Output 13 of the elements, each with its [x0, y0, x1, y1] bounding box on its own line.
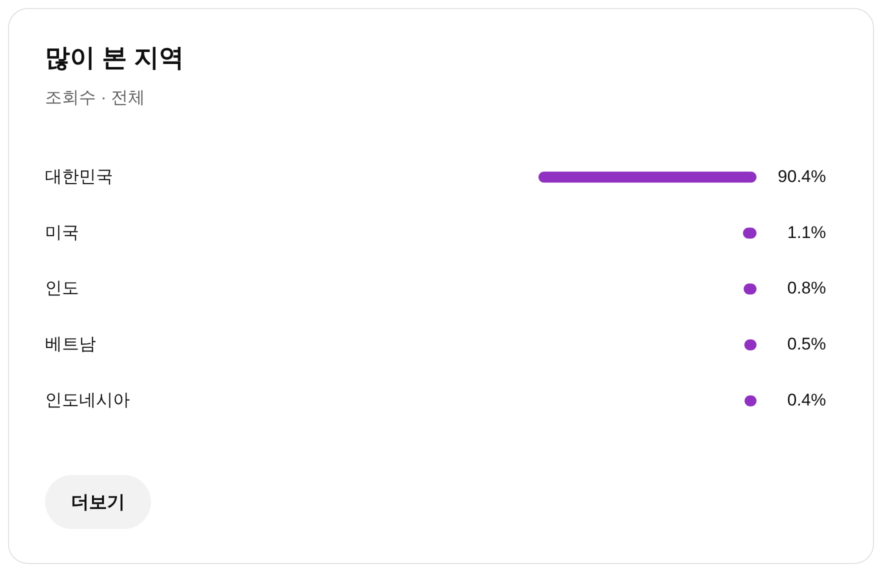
text: 조회수 · 전체: [45, 87, 146, 109]
data-label: 0.8%: [787, 278, 826, 298]
data-label: 0.4%: [787, 390, 826, 410]
data-label: 0.5%: [787, 334, 826, 354]
data-label: 1.1%: [787, 222, 826, 242]
data-label: 90.4%: [778, 166, 826, 186]
y-tick-label: 미국: [45, 222, 79, 242]
more-button[interactable]: 더보기: [45, 475, 151, 529]
y-tick-label: 베트남: [45, 334, 96, 354]
y-tick-label: 대한민국: [45, 166, 113, 186]
y-tick-label: 인도: [45, 278, 79, 298]
text: 많이 본 지역: [45, 43, 184, 74]
y-tick-label: 인도네시아: [45, 390, 130, 410]
